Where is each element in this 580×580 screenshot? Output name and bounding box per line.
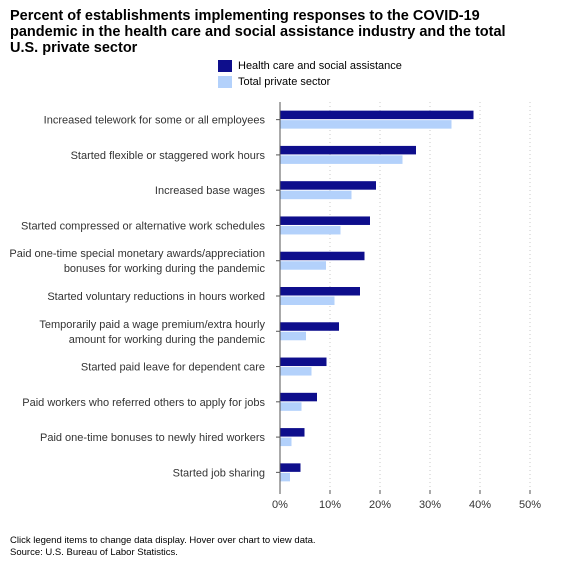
bar-health[interactable] [280,463,301,472]
chart-title: Percent of establishments implementing r… [10,8,550,56]
bar-health[interactable] [280,392,318,402]
bar-health[interactable] [280,428,305,437]
category-label: amount for working during the pandemic [69,334,266,346]
category-label: Started paid leave for dependent care [81,362,265,374]
legend-item-health[interactable]: Health care and social assistance [218,58,402,73]
bar-total[interactable] [280,225,341,235]
bar-health[interactable] [280,110,474,120]
x-tick-label: 10% [319,499,341,511]
bar-health[interactable] [280,357,327,367]
x-tick-label: 30% [419,499,441,511]
bar-health[interactable] [280,181,377,190]
bar-health[interactable] [280,287,361,296]
bar-total[interactable] [280,190,352,200]
x-tick-label: 20% [369,499,391,511]
legend-label-total: Total private sector [238,75,331,88]
bar-health[interactable] [280,251,365,261]
category-label: Started flexible or staggered work hours [71,150,266,162]
footer-source: Source: U.S. Bureau of Labor Statistics. [10,547,178,558]
x-tick-label: 40% [469,499,491,511]
bar-total[interactable] [280,472,291,482]
bar-health[interactable] [280,322,340,331]
chart-title-line: U.S. private sector [10,40,138,56]
x-tick-label: 50% [519,499,541,511]
bar-health[interactable] [280,216,371,225]
bar-total[interactable] [280,120,452,129]
bar-chart-plot[interactable]: 0% 10% 20% 30% 40% 50% Increased telework for … [0,0,580,530]
legend: Health care and social assistance Total … [218,58,402,90]
category-label: Paid one-time special monetary awards/ap… [9,248,265,260]
chart-title-line: pandemic in the health care and social a… [10,24,506,40]
chart-title-line: Percent of establishments implementing r… [10,8,480,24]
category-label: Started job sharing [173,467,265,479]
footer-note: Click legend items to change data displa… [10,535,316,546]
category-label: Paid one-time bonuses to newly hired wor… [40,432,266,444]
category-label: Temporarily paid a wage premium/extra ho… [39,319,265,331]
bar-total[interactable] [280,331,307,341]
category-label: Increased telework for some or all emplo… [44,115,266,127]
legend-swatch-total [218,75,232,88]
legend-item-total[interactable]: Total private sector [218,74,402,89]
category-label: Increased base wages [155,185,266,197]
footer: Click legend items to change data displa… [10,535,316,559]
x-tick-label: 0% [272,499,288,511]
bar-total[interactable] [280,402,302,411]
legend-label-health: Health care and social assistance [238,59,402,72]
category-label: bonuses for working during the pandemic [64,263,266,275]
bar-total[interactable] [280,367,312,376]
bar-health[interactable] [280,145,417,155]
legend-swatch-health [218,59,232,72]
bar-total[interactable] [280,296,335,306]
bar-total[interactable] [280,261,327,270]
category-label: Started voluntary reductions in hours wo… [47,291,265,303]
bar-total[interactable] [280,437,292,447]
bar-total[interactable] [280,155,403,164]
category-label: Started compressed or alternative work s… [21,220,265,232]
category-label: Paid workers who referred others to appl… [22,397,265,409]
